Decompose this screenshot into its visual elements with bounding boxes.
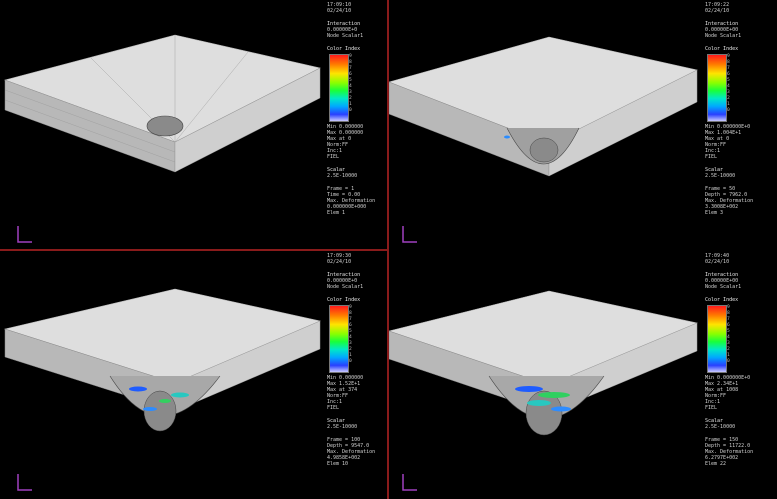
viewport-divider-horizontal [0,249,389,251]
date-label: 02/24/10 [705,8,730,14]
max-deformation-value: 6.2797E+002 [705,455,739,461]
node-scalars: Node Scalar1 [327,284,364,290]
viewport-bottom-left[interactable] [0,251,326,499]
scalar-label: Scalar [327,418,346,424]
section-title: Interaction [705,272,739,278]
fiel-label: FIEL [705,405,718,411]
time-label: 17:09:30 [327,253,352,259]
max-deformation-label: Max. Deformation [327,449,376,455]
min-value: Min 0.000000 [327,124,364,130]
inc-label: Inc:1 [705,399,721,405]
mesh-render [389,290,698,436]
time-label: 17:09:40 [705,253,730,259]
node-scalars: Node Scalar1 [705,33,742,39]
mesh-render [3,288,321,432]
color-index-label: Color Index [705,297,739,303]
time-value: Time = 0.00 [327,192,361,198]
color-index-label: Color Index [705,46,739,52]
node-scalars: Node Scalar1 [327,33,364,39]
max-deformation-value: 4.9858E+002 [327,455,361,461]
max-value: Max 0.000000 [327,130,364,136]
scalar-value: 2.5E-10000 [327,424,358,430]
elem-label: Elem 1 [327,210,346,216]
max-deformation-value: 3.3008E+002 [705,204,739,210]
frame-number: Frame = 150 [705,437,739,443]
scale-value: 0.00000E+00 [705,278,739,284]
max-deformation-value: 0.000000E+000 [327,204,367,210]
norm-label: Norm:FF [327,393,349,399]
frame-number: Frame = 50 [705,186,736,192]
scalar-value: 2.5E-10000 [327,173,358,179]
min-value: Min 0.000000E+0 [705,375,751,381]
frame-number: Frame = 100 [327,437,361,443]
norm-label: Norm:FF [705,393,727,399]
fiel-label: FIEL [327,154,340,160]
scale-value: 0.00000E+00 [705,27,739,33]
scale-value: 0.00000E+0 [327,27,358,33]
viewport-bottom-right[interactable] [389,251,703,499]
max-value: Max 1.52E+1 [327,381,361,387]
min-value: Min 0.000000 [327,375,364,381]
info-panel-bottom-left: 17:09:30 02/24/10 Interaction 0.00000E+0… [327,253,393,467]
inc-label: Inc:1 [327,148,343,154]
max-node: Max at 0 [327,136,352,142]
mesh-render [389,36,698,177]
norm-label: Norm:FF [705,142,727,148]
max-value: Max 1.004E+1 [705,130,742,136]
fiel-label: FIEL [327,405,340,411]
max-node: Max at 374 [327,387,358,393]
scale-value: 0.00000E+0 [327,278,358,284]
scalar-label: Scalar [705,418,724,424]
fiel-label: FIEL [705,154,718,160]
max-node: Max at 1008 [705,387,739,393]
scalar-value: 2.5E-10000 [705,424,736,430]
info-panel-top-right: 17:09:22 02/24/10 Interaction 0.00000E+0… [705,2,771,216]
max-deformation-label: Max. Deformation [705,198,754,204]
time-label: 17:09:10 [327,2,352,8]
viewport-top-left[interactable] [0,0,326,249]
date-label: 02/24/10 [327,8,352,14]
scalar-label: Scalar [705,167,724,173]
info-panel-bottom-right: 17:09:40 02/24/10 Interaction 0.00000E+0… [705,253,771,467]
time-value: Depth = 7962.0 [705,192,748,198]
time-value: Depth = 9547.0 [327,443,370,449]
scalar-label: Scalar [327,167,346,173]
section-title: Interaction [327,272,361,278]
max-node: Max at 0 [705,136,730,142]
elem-label: Elem 3 [705,210,724,216]
elem-label: Elem 22 [705,461,727,467]
section-title: Interaction [327,21,361,27]
max-deformation-label: Max. Deformation [327,198,376,204]
max-value: Max 2.34E+1 [705,381,739,387]
color-index-label: Color Index [327,297,361,303]
node-scalars: Node Scalar1 [705,284,742,290]
date-label: 02/24/10 [705,259,730,265]
section-title: Interaction [705,21,739,27]
time-value: Depth = 11722.0 [705,443,751,449]
max-deformation-label: Max. Deformation [705,449,754,455]
frame-number: Frame = 1 [327,186,355,192]
norm-label: Norm:FF [327,142,349,148]
elem-label: Elem 10 [327,461,349,467]
mesh-render [3,34,321,173]
time-label: 17:09:22 [705,2,730,8]
color-index-label: Color Index [327,46,361,52]
info-panel-top-left: 17:09:10 02/24/10 Interaction 0.00000E+0… [327,2,393,216]
min-value: Min 0.000000E+0 [705,124,751,130]
inc-label: Inc:1 [705,148,721,154]
scalar-value: 2.5E-10000 [705,173,736,179]
inc-label: Inc:1 [327,399,343,405]
date-label: 02/24/10 [327,259,352,265]
viewport-top-right[interactable] [389,0,703,249]
